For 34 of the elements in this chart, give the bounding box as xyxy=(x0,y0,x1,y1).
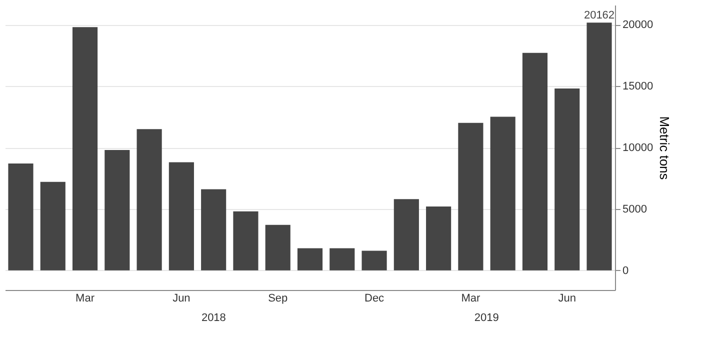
x-tick-label: Dec xyxy=(364,292,385,304)
y-tick-label: 15000 xyxy=(622,80,654,93)
y-tick-label: 20000 xyxy=(622,19,654,32)
bar xyxy=(330,248,355,270)
text: 2018 xyxy=(201,312,226,324)
bar xyxy=(458,122,484,270)
bar xyxy=(586,22,612,270)
y-tick-label: 5000 xyxy=(622,203,647,216)
y-tick-label: 10000 xyxy=(622,142,654,154)
bar xyxy=(40,182,66,270)
bar xyxy=(265,224,290,270)
bar xyxy=(554,88,580,270)
bar xyxy=(201,189,226,270)
bar xyxy=(490,116,516,270)
bar xyxy=(168,162,194,270)
bar xyxy=(8,163,34,270)
x-tick-label: Jun xyxy=(172,292,190,304)
x-tick-label: Mar xyxy=(76,292,95,304)
bar xyxy=(394,199,419,270)
x-tick-label: Mar xyxy=(461,292,480,304)
bar xyxy=(104,150,130,270)
bar xyxy=(362,250,387,270)
bar xyxy=(522,52,548,270)
data-label: 20162 xyxy=(584,10,615,22)
y-axis-title: Metric tons xyxy=(657,116,672,180)
bar xyxy=(297,248,323,270)
bar xyxy=(426,206,452,270)
bar xyxy=(72,27,98,270)
y-tick-label: 0 xyxy=(622,264,629,277)
bar xyxy=(233,211,258,270)
x-tick-label: Jun xyxy=(558,292,576,304)
bar xyxy=(136,129,162,270)
x-tick-label: Sep xyxy=(268,292,288,304)
text: 2019 xyxy=(474,312,499,324)
